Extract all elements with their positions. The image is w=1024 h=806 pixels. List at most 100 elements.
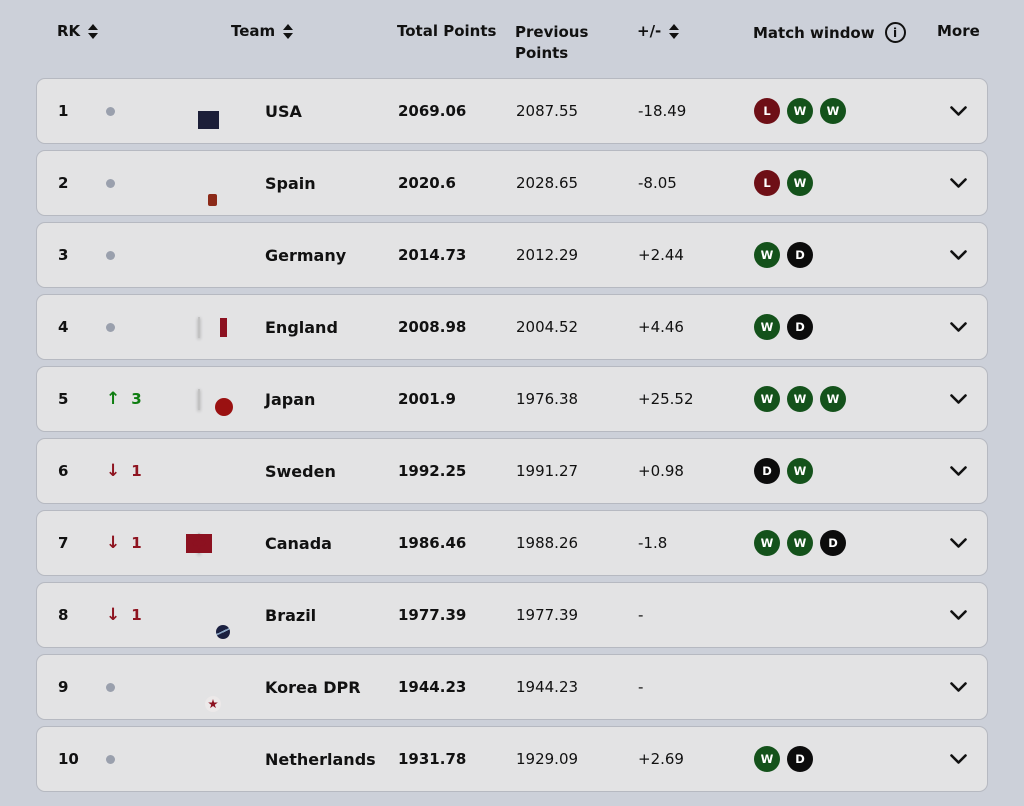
match-result-badge-w: W [754, 242, 780, 268]
expand-chevron-icon[interactable] [950, 321, 967, 333]
sort-icon[interactable] [669, 23, 680, 39]
total-points-value: 1992.25 [398, 462, 467, 480]
movement-arrow-icon: ↑ [106, 389, 121, 409]
expand-cell [938, 462, 987, 481]
team-row[interactable]: 8 ↓ 1 Brazil 1977.39 1977.39 - [36, 582, 988, 648]
previous-points-value: 1977.39 [516, 606, 579, 624]
rank-movement [97, 322, 198, 332]
expand-chevron-icon[interactable] [950, 537, 967, 549]
info-icon[interactable]: i [884, 22, 906, 43]
plus-minus-value: +0.98 [638, 462, 684, 480]
no-change-dot-icon [106, 250, 115, 260]
expand-cell [938, 174, 987, 193]
flag-cell [191, 532, 265, 554]
header-rank[interactable]: RK [36, 22, 197, 40]
flag-eng-icon [198, 316, 200, 338]
expand-cell [938, 750, 987, 769]
expand-chevron-icon[interactable] [950, 177, 967, 189]
table-header: RK Team Total Points Previous Points +/-… [36, 22, 988, 78]
expand-chevron-icon[interactable] [950, 105, 967, 117]
rank-value: 6 [58, 462, 69, 480]
team-name: Germany [265, 245, 347, 265]
match-result-badge-d: D [754, 458, 780, 484]
previous-points-value: 2028.65 [516, 174, 579, 192]
rank-movement [97, 250, 198, 260]
plus-minus-value: +4.46 [638, 318, 684, 336]
expand-chevron-icon[interactable] [950, 753, 967, 765]
flag-can-icon [191, 532, 207, 554]
expand-cell [938, 390, 987, 409]
flag-cell [198, 316, 265, 338]
total-points-value: 2069.06 [398, 102, 467, 120]
team-name: Spain [265, 173, 316, 193]
header-plus-minus-label: +/- [637, 22, 662, 40]
team-name: Japan [265, 389, 316, 409]
match-result-badge-w: W [787, 170, 813, 196]
expand-chevron-icon[interactable] [950, 393, 967, 405]
header-previous-points: Previous Points [515, 22, 637, 64]
expand-cell [938, 246, 987, 265]
flag-jpn-icon [198, 388, 200, 410]
rank-value: 3 [58, 246, 69, 264]
match-result-badge-l: L [754, 170, 780, 196]
header-total-points: Total Points [397, 22, 515, 40]
flag-cell [198, 388, 265, 410]
header-match-window-label: Match window [753, 23, 875, 42]
plus-minus-value: -1.8 [638, 534, 668, 552]
plus-minus-value: +2.69 [638, 750, 684, 768]
movement-arrow-icon: ↓ [106, 605, 121, 625]
rank-movement: ↑ 3 [97, 389, 198, 409]
team-name: Brazil [265, 605, 317, 625]
sort-icon[interactable] [88, 23, 99, 39]
team-name: Sweden [265, 461, 336, 481]
rank-movement: ↓ 1 [97, 461, 198, 481]
previous-points-value: 1929.09 [516, 750, 579, 768]
total-points-value: 1977.39 [398, 606, 467, 624]
header-more-label: More [937, 22, 980, 40]
rank-value: 1 [58, 102, 69, 120]
expand-chevron-icon[interactable] [950, 681, 967, 693]
expand-chevron-icon[interactable] [950, 465, 967, 477]
rank-value: 9 [58, 678, 69, 696]
sort-icon[interactable] [283, 23, 294, 39]
match-result-badge-w: W [787, 98, 813, 124]
expand-chevron-icon[interactable] [950, 609, 967, 621]
previous-points-value: 1944.23 [516, 678, 579, 696]
rank-value: 4 [58, 318, 69, 336]
rank-value: 8 [58, 606, 69, 624]
no-change-dot-icon [106, 322, 115, 332]
team-name: England [265, 317, 338, 337]
match-result-badge-w: W [820, 386, 846, 412]
total-points-value: 2008.98 [398, 318, 467, 336]
team-row[interactable]: 9 Korea DPR 1944.23 1944.23 - [36, 654, 988, 720]
header-previous-points-label: Previous Points [515, 23, 589, 62]
header-plus-minus[interactable]: +/- [637, 22, 753, 40]
plus-minus-value: -8.05 [638, 174, 677, 192]
expand-cell [938, 678, 987, 697]
header-team[interactable]: Team [197, 22, 397, 40]
total-points-value: 2014.73 [398, 246, 467, 264]
total-points-value: 2020.6 [398, 174, 456, 192]
total-points-value: 1944.23 [398, 678, 467, 696]
expand-cell [938, 318, 987, 337]
movement-arrow-icon: ↓ [106, 533, 121, 553]
match-result-badge-w: W [754, 314, 780, 340]
match-result-badge-w: W [787, 530, 813, 556]
rank-value: 10 [58, 750, 79, 768]
previous-points-value: 2012.29 [516, 246, 579, 264]
plus-minus-value: +2.44 [638, 246, 684, 264]
match-result-badge-w: W [754, 746, 780, 772]
expand-chevron-icon[interactable] [950, 249, 967, 261]
